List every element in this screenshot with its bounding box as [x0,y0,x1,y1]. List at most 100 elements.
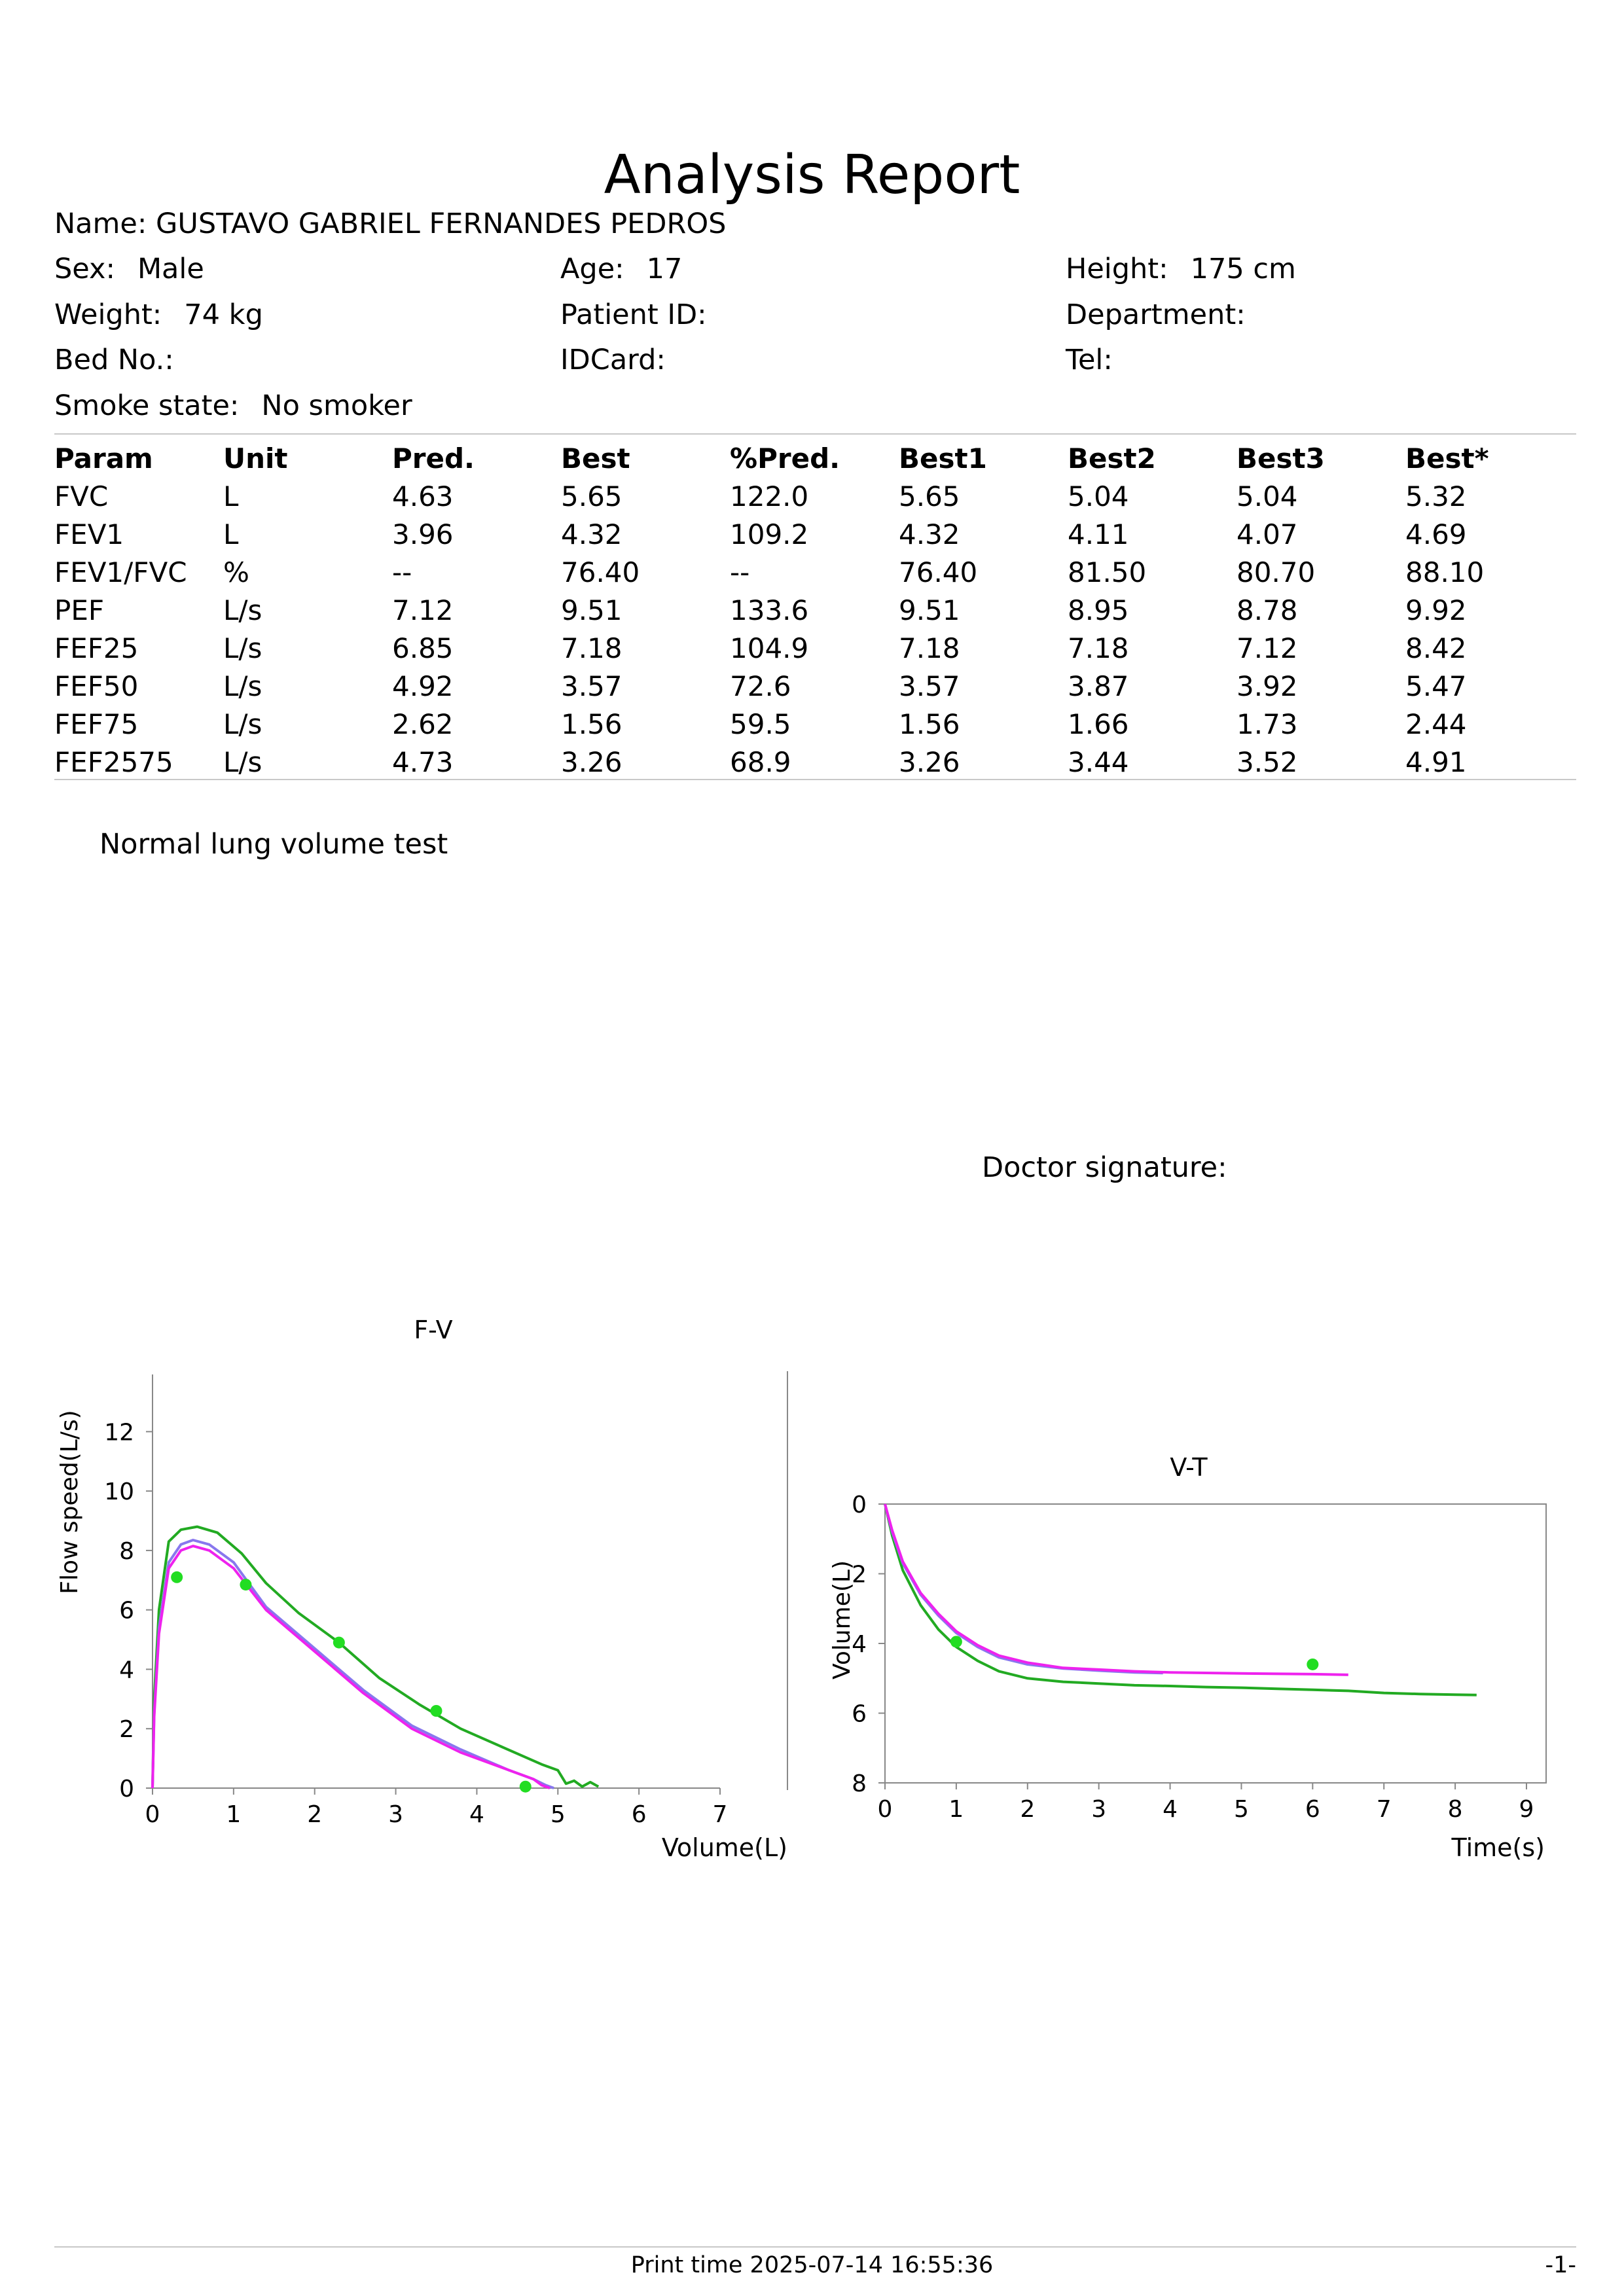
table-cell: 4.92 [392,670,454,702]
column-header: Best* [1405,442,1489,475]
table-row: FEF50 L/s 4.92 3.57 72.6 3.57 3.87 3.92 5.47 [54,668,1574,706]
table-cell: 5.04 [1068,480,1129,512]
y-tick-label: 6 [852,1701,867,1728]
tel-field: Tel: [1066,342,1113,378]
table-row: FVC L 4.63 5.65 122.0 5.65 5.04 5.04 5.32 [54,478,1574,516]
table-cell: 3.92 [1236,670,1298,702]
patient-id-field: Patient ID: [560,296,707,333]
table-cell: 1.56 [561,708,623,740]
table-cell: 9.51 [899,594,960,626]
column-header: Best3 [1236,442,1325,475]
table-cell: 7.18 [899,632,960,664]
table-header-row: Param Unit Pred. Best %Pred. Best1 Best2… [54,440,1574,478]
data-point-marker [1307,1658,1319,1670]
table-cell: 4.32 [899,518,960,550]
table-cell: 8.78 [1236,594,1298,626]
table-cell: 1.73 [1236,708,1298,740]
table-cell: 72.6 [730,670,791,702]
diagnosis-comment: Normal lung volume test [99,828,448,861]
x-tick-label: 4 [1163,1796,1178,1823]
y-axis-label: Volume(L) [829,1560,856,1679]
bed-field: Bed No.: [54,342,174,378]
table-cell: 3.57 [899,670,960,702]
table-cell: % [223,556,249,588]
table-cell: FEV1/FVC [54,556,187,588]
table-cell: 2.44 [1405,708,1467,740]
x-axis-label: Volume(L) [662,1833,787,1862]
x-tick-label: 7 [713,1801,728,1828]
table-row: PEF L/s 7.12 9.51 133.6 9.51 8.95 8.78 9.92 [54,592,1574,630]
table-cell: 6.85 [392,632,454,664]
table-cell: 5.04 [1236,480,1298,512]
spirometry-table: Param Unit Pred. Best %Pred. Best1 Best2… [54,440,1574,781]
table-cell: PEF [54,594,105,626]
table-cell: 4.63 [392,480,454,512]
y-tick-label: 2 [852,1562,867,1588]
table-cell: FEF2575 [54,746,173,778]
chart-title: V-T [1170,1453,1208,1482]
column-header: %Pred. [730,442,840,475]
x-tick-label: 9 [1519,1796,1534,1823]
age-label: Age: [560,253,624,285]
x-tick-label: 1 [226,1801,241,1828]
doctor-signature-label: Doctor signature: [982,1151,1227,1184]
column-header: Best [561,442,630,475]
data-point-marker [240,1579,252,1591]
x-axis-label: Time(s) [1451,1833,1545,1862]
x-tick-label: 2 [1020,1796,1035,1823]
table-cell: 88.10 [1405,556,1485,588]
y-axis-label: Flow speed(L/s) [56,1410,83,1594]
table-cell: -- [730,556,750,588]
table-cell: 104.9 [730,632,809,664]
table-cell: L/s [223,708,262,740]
table-cell: FEV1 [54,518,124,550]
table-cell: 76.40 [561,556,640,588]
name-label: Name: [54,207,147,240]
weight-field: Weight: 74 kg [54,296,263,333]
weight-value: 74 kg [184,298,263,331]
table-cell: 4.91 [1405,746,1467,778]
column-header: Param [54,442,153,475]
x-tick-label: 3 [388,1801,403,1828]
x-tick-label: 2 [307,1801,322,1828]
table-cell: 8.95 [1068,594,1129,626]
y-tick-label: 2 [119,1716,134,1743]
table-cell: 7.12 [392,594,454,626]
x-tick-label: 7 [1377,1796,1392,1823]
y-tick-label: 0 [119,1776,134,1803]
data-point-marker [519,1780,532,1793]
table-cell: 7.18 [1068,632,1129,664]
table-cell: L/s [223,632,262,664]
table-cell: 122.0 [730,480,809,512]
table-cell: -- [392,556,412,588]
department-field: Department: [1066,296,1246,333]
y-tick-label: 12 [104,1419,134,1446]
age-field: Age: 17 [560,251,682,287]
name-value: GUSTAVO GABRIEL FERNANDES PEDROS [156,207,727,240]
table-row: FEF25 L/s 6.85 7.18 104.9 7.18 7.18 7.12 8.42 [54,630,1574,668]
sex-field: Sex: Male [54,251,204,287]
table-bottom-divider [54,779,1576,780]
table-cell: FVC [54,480,109,512]
table-cell: 3.44 [1068,746,1129,778]
table-row: FEV1 L 3.96 4.32 109.2 4.32 4.11 4.07 4.69 [54,516,1574,554]
table-cell: 9.92 [1405,594,1467,626]
table-cell: 76.40 [899,556,978,588]
table-cell: L [223,480,239,512]
table-cell: 5.65 [899,480,960,512]
bed-label: Bed No.: [54,344,174,376]
series-line [884,1503,1163,1675]
x-tick-label: 5 [550,1801,566,1828]
y-tick-label: 8 [119,1538,134,1565]
x-tick-label: 5 [1234,1796,1249,1823]
series-line [151,1525,600,1789]
x-tick-label: 8 [1448,1796,1463,1823]
table-cell: L/s [223,746,262,778]
table-cell: 4.69 [1405,518,1467,550]
patient-id-label: Patient ID: [560,298,707,331]
table-cell: 3.57 [561,670,623,702]
height-label: Height: [1066,253,1168,285]
y-tick-label: 8 [852,1770,867,1797]
data-point-marker [333,1636,345,1649]
series-line [151,1539,554,1789]
